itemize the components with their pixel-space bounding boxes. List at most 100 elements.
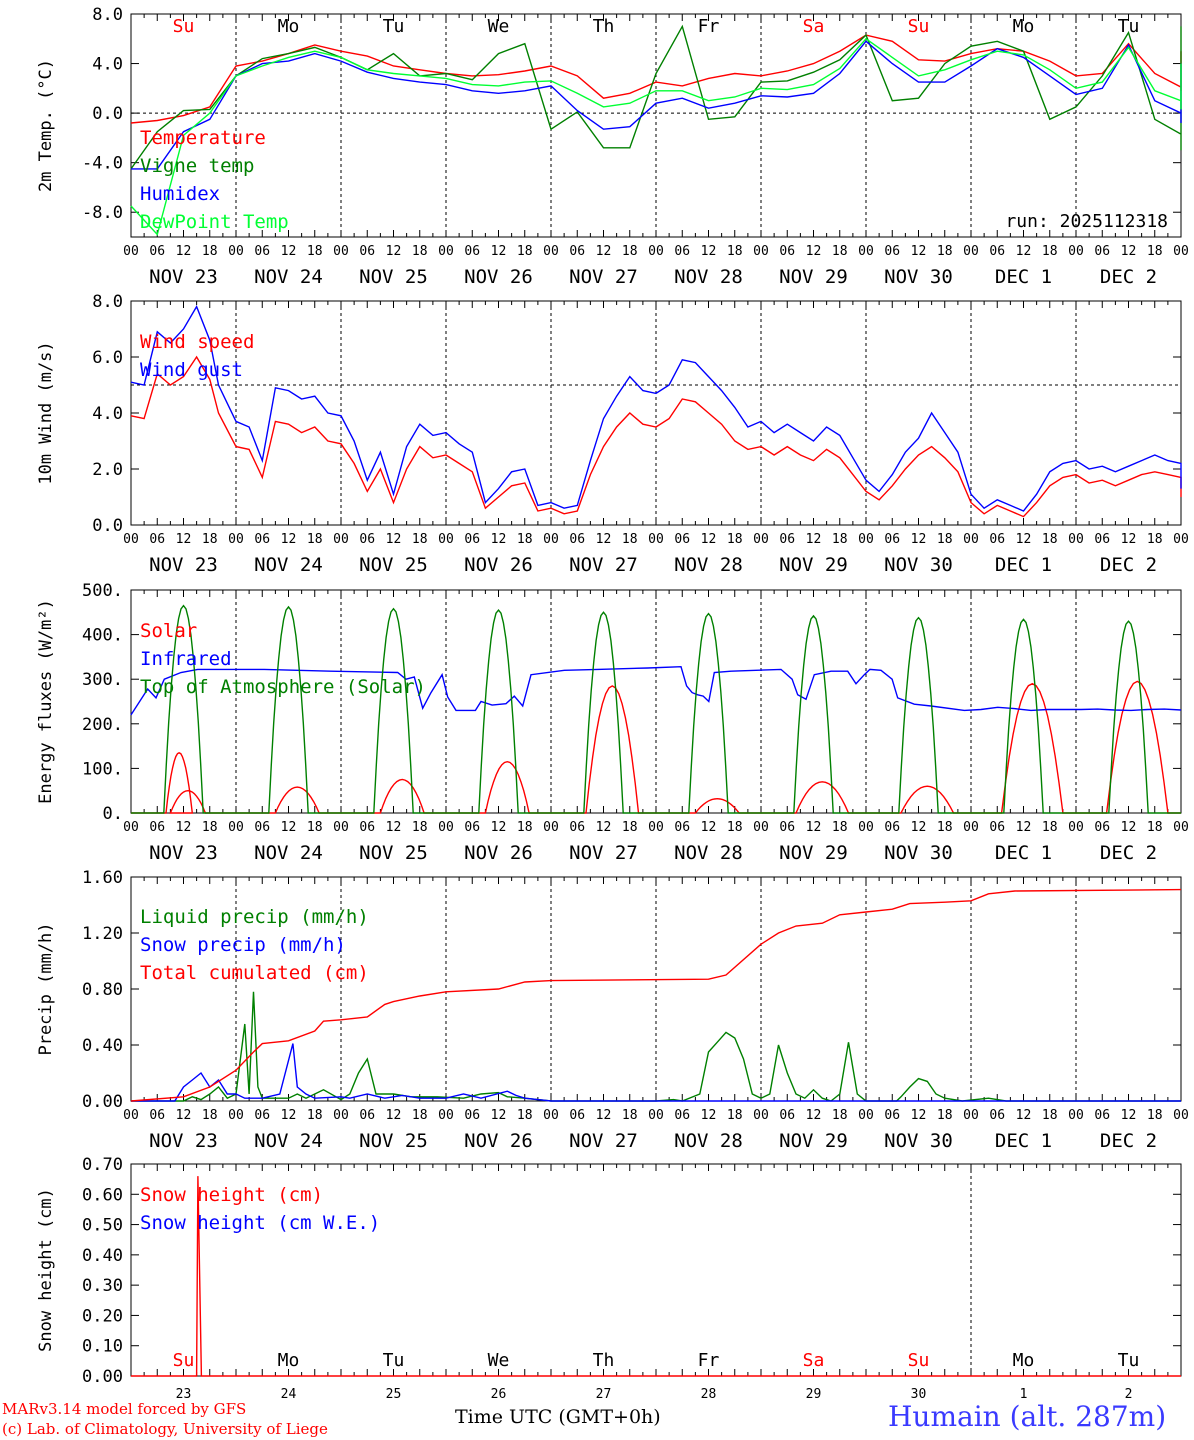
precip-hour-label: 06 xyxy=(254,1108,270,1123)
precip-hour-label: 18 xyxy=(412,1108,428,1123)
temp-hour-label: 06 xyxy=(149,244,165,259)
temp-hour-label: 06 xyxy=(884,244,900,259)
snow-day-number-label: 26 xyxy=(491,1387,507,1402)
temp-hour-label: 12 xyxy=(176,244,192,259)
energy-date-label: NOV 25 xyxy=(359,842,428,864)
precip-date-label: NOV 25 xyxy=(359,1130,428,1152)
temp-hour-label: 00 xyxy=(1173,244,1189,259)
energy-hour-label: 12 xyxy=(1121,820,1137,835)
wind-hour-label: 12 xyxy=(911,532,927,547)
wind-date-label: NOV 29 xyxy=(779,554,848,576)
energy-hour-label: 00 xyxy=(333,820,349,835)
wind-hour-label: 18 xyxy=(1147,532,1163,547)
precip-hour-label: 06 xyxy=(779,1108,795,1123)
temp-hour-label: 00 xyxy=(438,244,454,259)
precip-date-label: NOV 28 xyxy=(674,1130,743,1152)
wind-hour-label: 06 xyxy=(359,532,375,547)
footer-model-credit: MARv3.14 model forced by GFS xyxy=(2,1400,247,1418)
temp-hour-label: 12 xyxy=(281,244,297,259)
wind-hour-label: 06 xyxy=(674,532,690,547)
precip-legend-entry: Snow precip (mm/h) xyxy=(140,934,346,956)
energy-date-label: DEC 1 xyxy=(995,842,1052,864)
wind-date-label: DEC 1 xyxy=(995,554,1052,576)
wind-ytick-label: 4.0 xyxy=(92,404,123,424)
precip-hour-label: 06 xyxy=(149,1108,165,1123)
wind-hour-label: 06 xyxy=(569,532,585,547)
precip-hour-label: 18 xyxy=(727,1108,743,1123)
temp-hour-label: 12 xyxy=(596,244,612,259)
energy-date-label: NOV 28 xyxy=(674,842,743,864)
wind-hour-label: 00 xyxy=(543,532,559,547)
precip-date-label: NOV 24 xyxy=(254,1130,323,1152)
temp-day-abbr-label: Fr xyxy=(698,16,720,37)
energy-date-label: NOV 26 xyxy=(464,842,533,864)
precip-series-line-snow-precip-mm-h- xyxy=(131,1043,1181,1102)
wind-hour-label: 18 xyxy=(202,532,218,547)
precip-date-label: NOV 23 xyxy=(149,1130,218,1152)
precip-hour-label: 18 xyxy=(622,1108,638,1123)
wind-hour-label: 12 xyxy=(386,532,402,547)
energy-y-axis-title: Energy fluxes (W/m²) xyxy=(36,599,56,804)
energy-hour-label: 18 xyxy=(517,820,533,835)
temp-hour-label: 00 xyxy=(228,244,244,259)
temp-hour-label: 00 xyxy=(333,244,349,259)
energy-hour-label: 00 xyxy=(228,820,244,835)
energy-legend-entry: Top of Atmosphere (Solar) xyxy=(140,676,426,698)
snow-day-abbr-label: We xyxy=(488,1350,510,1371)
temp-day-abbr-label: Th xyxy=(593,16,615,37)
precip-hour-label: 06 xyxy=(569,1108,585,1123)
energy-date-label: NOV 24 xyxy=(254,842,323,864)
snow-day-abbr-label: Su xyxy=(173,1350,195,1371)
energy-hour-label: 00 xyxy=(648,820,664,835)
wind-hour-label: 06 xyxy=(464,532,480,547)
wind-hour-label: 00 xyxy=(438,532,454,547)
energy-hour-label: 06 xyxy=(464,820,480,835)
precip-hour-label: 00 xyxy=(858,1108,874,1123)
precip-hour-label: 00 xyxy=(228,1108,244,1123)
wind-ytick-label: 6.0 xyxy=(92,348,123,368)
wind-legend-entry: Wind speed xyxy=(140,331,254,353)
snow-ytick-label: 0.30 xyxy=(82,1276,123,1296)
wind-hour-label: 00 xyxy=(858,532,874,547)
temp-date-label: NOV 26 xyxy=(464,266,533,288)
wind-hour-label: 12 xyxy=(701,532,717,547)
energy-hour-label: 18 xyxy=(307,820,323,835)
precip-hour-label: 06 xyxy=(1094,1108,1110,1123)
x-axis-title: Time UTC (GMT+0h) xyxy=(455,1406,661,1428)
wind-hour-label: 00 xyxy=(963,532,979,547)
temp-series-line-dewpoint-temp xyxy=(130,37,1182,236)
wind-hour-label: 18 xyxy=(307,532,323,547)
temp-hour-label: 18 xyxy=(202,244,218,259)
energy-hour-label: 12 xyxy=(386,820,402,835)
precip-hour-label: 06 xyxy=(359,1108,375,1123)
energy-hour-label: 06 xyxy=(779,820,795,835)
temp-hour-label: 18 xyxy=(517,244,533,259)
temp-hour-label: 18 xyxy=(727,244,743,259)
energy-hour-label: 06 xyxy=(254,820,270,835)
precip-hour-label: 18 xyxy=(517,1108,533,1123)
snow-series-line-snow-height-cm- xyxy=(131,1176,1181,1377)
temp-day-abbr-label: We xyxy=(488,16,510,37)
energy-hour-label: 12 xyxy=(176,820,192,835)
wind-hour-label: 18 xyxy=(622,532,638,547)
precip-hour-label: 00 xyxy=(1068,1108,1084,1123)
energy-date-label: DEC 2 xyxy=(1100,842,1157,864)
snow-ytick-label: 0.00 xyxy=(82,1367,123,1387)
energy-hour-label: 18 xyxy=(412,820,428,835)
energy-series-line-solar xyxy=(131,680,1181,814)
precip-hour-label: 00 xyxy=(438,1108,454,1123)
wind-date-label: NOV 25 xyxy=(359,554,428,576)
wind-hour-label: 12 xyxy=(491,532,507,547)
snow-legend-entry: Snow height (cm) xyxy=(140,1184,323,1206)
wind-plot-frame xyxy=(130,300,1182,526)
wind-date-label: NOV 28 xyxy=(674,554,743,576)
wind-date-label: NOV 26 xyxy=(464,554,533,576)
snow-ytick-label: 0.70 xyxy=(82,1155,123,1175)
wind-hour-label: 12 xyxy=(596,532,612,547)
precip-ytick-label: 0.80 xyxy=(82,980,123,1000)
wind-hour-label: 18 xyxy=(412,532,428,547)
temp-hour-label: 18 xyxy=(412,244,428,259)
precip-hour-label: 12 xyxy=(1121,1108,1137,1123)
temp-hour-label: 06 xyxy=(464,244,480,259)
wind-hour-label: 12 xyxy=(1016,532,1032,547)
